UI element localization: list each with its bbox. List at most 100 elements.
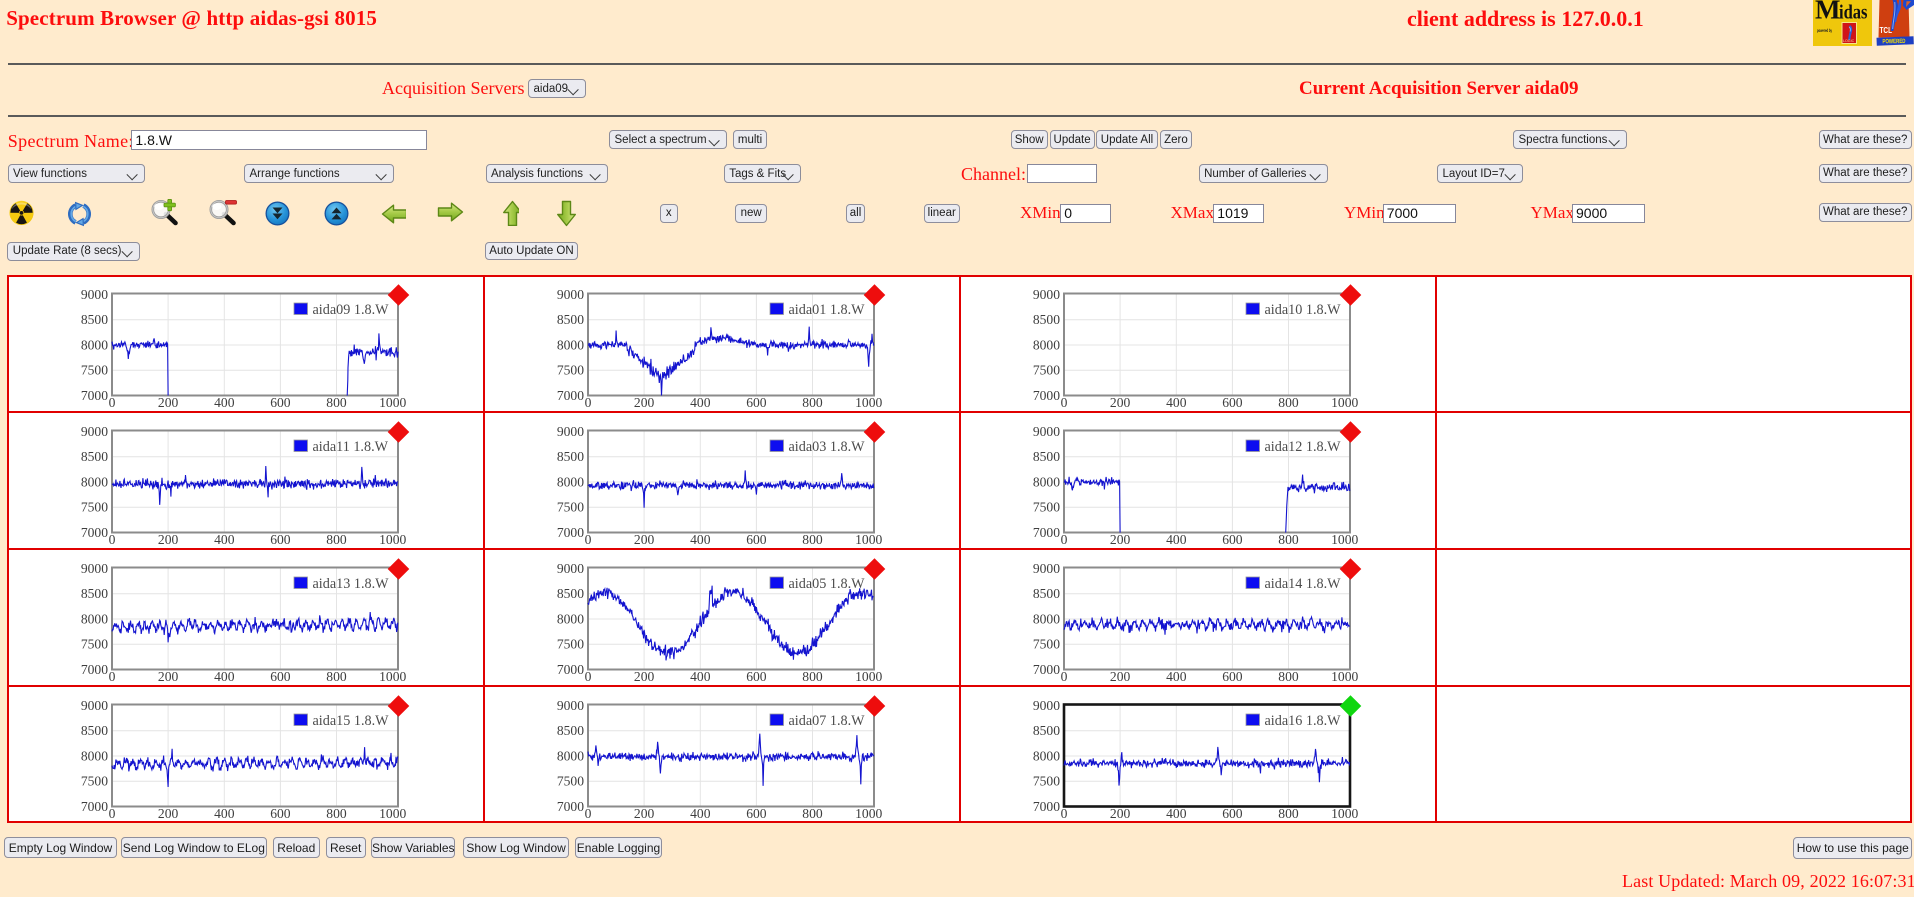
svg-text:8500: 8500: [1033, 449, 1060, 464]
svg-text:8500: 8500: [557, 312, 584, 327]
svg-text:9000: 9000: [81, 424, 108, 439]
svg-text:9000: 9000: [557, 424, 584, 439]
svg-text:7500: 7500: [1033, 774, 1060, 789]
svg-text:800: 800: [326, 532, 347, 547]
svg-text:0: 0: [1061, 669, 1068, 684]
svg-text:600: 600: [1222, 395, 1243, 410]
svg-text:200: 200: [1110, 532, 1131, 547]
svg-text:8500: 8500: [81, 586, 108, 601]
svg-text:7500: 7500: [1033, 500, 1060, 515]
svg-text:0: 0: [1061, 806, 1068, 821]
svg-text:7500: 7500: [557, 774, 584, 789]
svg-text:0: 0: [1061, 532, 1068, 547]
svg-text:7000: 7000: [81, 799, 108, 814]
svg-text:7000: 7000: [557, 662, 584, 677]
svg-text:8000: 8000: [81, 612, 108, 627]
svg-text:aida15 1.8.W: aida15 1.8.W: [312, 713, 389, 729]
svg-text:8000: 8000: [1033, 612, 1060, 627]
svg-text:aida11 1.8.W: aida11 1.8.W: [312, 439, 388, 455]
svg-text:8500: 8500: [557, 449, 584, 464]
svg-text:7500: 7500: [557, 500, 584, 515]
svg-text:M: M: [1815, 0, 1840, 25]
svg-text:800: 800: [802, 532, 823, 547]
svg-text:8000: 8000: [557, 475, 584, 490]
svg-text:200: 200: [634, 532, 655, 547]
svg-text:600: 600: [1222, 532, 1243, 547]
svg-text:7000: 7000: [557, 388, 584, 403]
svg-text:aida07 1.8.W: aida07 1.8.W: [788, 713, 865, 729]
svg-text:0: 0: [1061, 395, 1068, 410]
svg-text:400: 400: [1166, 806, 1187, 821]
svg-text:1000: 1000: [379, 806, 406, 821]
svg-text:600: 600: [270, 669, 291, 684]
svg-text:powered by: powered by: [1817, 28, 1832, 33]
svg-text:8000: 8000: [557, 748, 584, 763]
svg-text:8000: 8000: [1033, 748, 1060, 763]
svg-text:7000: 7000: [557, 799, 584, 814]
svg-text:aida05 1.8.W: aida05 1.8.W: [788, 576, 865, 592]
svg-text:200: 200: [1110, 395, 1131, 410]
svg-text:9000: 9000: [1033, 698, 1060, 713]
svg-text:400: 400: [1166, 532, 1187, 547]
svg-text:idas: idas: [1839, 2, 1868, 24]
svg-text:200: 200: [158, 395, 179, 410]
svg-text:400: 400: [214, 669, 235, 684]
svg-text:7000: 7000: [1033, 388, 1060, 403]
svg-text:600: 600: [746, 395, 767, 410]
svg-text:8000: 8000: [81, 748, 108, 763]
svg-text:8000: 8000: [81, 338, 108, 353]
svg-text:aida12 1.8.W: aida12 1.8.W: [1265, 439, 1342, 455]
svg-text:8000: 8000: [1033, 338, 1060, 353]
svg-text:1000: 1000: [1331, 806, 1358, 821]
svg-text:aida16 1.8.W: aida16 1.8.W: [1265, 713, 1342, 729]
svg-text:600: 600: [270, 806, 291, 821]
svg-text:8500: 8500: [1033, 586, 1060, 601]
svg-text:400: 400: [690, 669, 711, 684]
svg-text:800: 800: [802, 806, 823, 821]
svg-text:9000: 9000: [81, 561, 108, 576]
svg-text:400: 400: [214, 395, 235, 410]
svg-text:200: 200: [634, 395, 655, 410]
svg-text:9000: 9000: [557, 287, 584, 302]
svg-text:8500: 8500: [1033, 723, 1060, 738]
svg-text:0: 0: [108, 395, 115, 410]
svg-text:7500: 7500: [557, 637, 584, 652]
svg-text:400: 400: [214, 806, 235, 821]
svg-text:8000: 8000: [81, 475, 108, 490]
svg-text:200: 200: [158, 532, 179, 547]
svg-text:1000: 1000: [855, 669, 882, 684]
svg-text:aida01 1.8.W: aida01 1.8.W: [788, 302, 865, 318]
svg-text:600: 600: [270, 532, 291, 547]
svg-text:200: 200: [158, 806, 179, 821]
svg-text:8500: 8500: [557, 586, 584, 601]
svg-text:1000: 1000: [1331, 532, 1358, 547]
svg-text:600: 600: [1222, 669, 1243, 684]
svg-text:0: 0: [584, 669, 591, 684]
svg-text:1000: 1000: [855, 395, 882, 410]
svg-text:800: 800: [1278, 395, 1299, 410]
svg-text:7500: 7500: [81, 500, 108, 515]
svg-text:7500: 7500: [1033, 363, 1060, 378]
svg-text:800: 800: [326, 395, 347, 410]
svg-text:800: 800: [802, 395, 823, 410]
svg-text:8000: 8000: [557, 612, 584, 627]
svg-text:aida03 1.8.W: aida03 1.8.W: [788, 439, 865, 455]
svg-text:8500: 8500: [81, 723, 108, 738]
svg-text:1000: 1000: [855, 806, 882, 821]
svg-text:0: 0: [108, 532, 115, 547]
svg-text:200: 200: [634, 806, 655, 821]
svg-text:1000: 1000: [379, 669, 406, 684]
svg-text:8000: 8000: [557, 338, 584, 353]
svg-text:600: 600: [1222, 806, 1243, 821]
svg-text:200: 200: [158, 669, 179, 684]
svg-text:9000: 9000: [81, 287, 108, 302]
svg-text:7000: 7000: [1033, 525, 1060, 540]
svg-text:aida10 1.8.W: aida10 1.8.W: [1265, 302, 1342, 318]
svg-text:0: 0: [108, 669, 115, 684]
svg-text:400: 400: [690, 395, 711, 410]
svg-text:800: 800: [1278, 806, 1299, 821]
svg-text:9000: 9000: [1033, 287, 1060, 302]
svg-text:800: 800: [1278, 532, 1299, 547]
svg-text:0: 0: [108, 806, 115, 821]
svg-text:7000: 7000: [81, 388, 108, 403]
